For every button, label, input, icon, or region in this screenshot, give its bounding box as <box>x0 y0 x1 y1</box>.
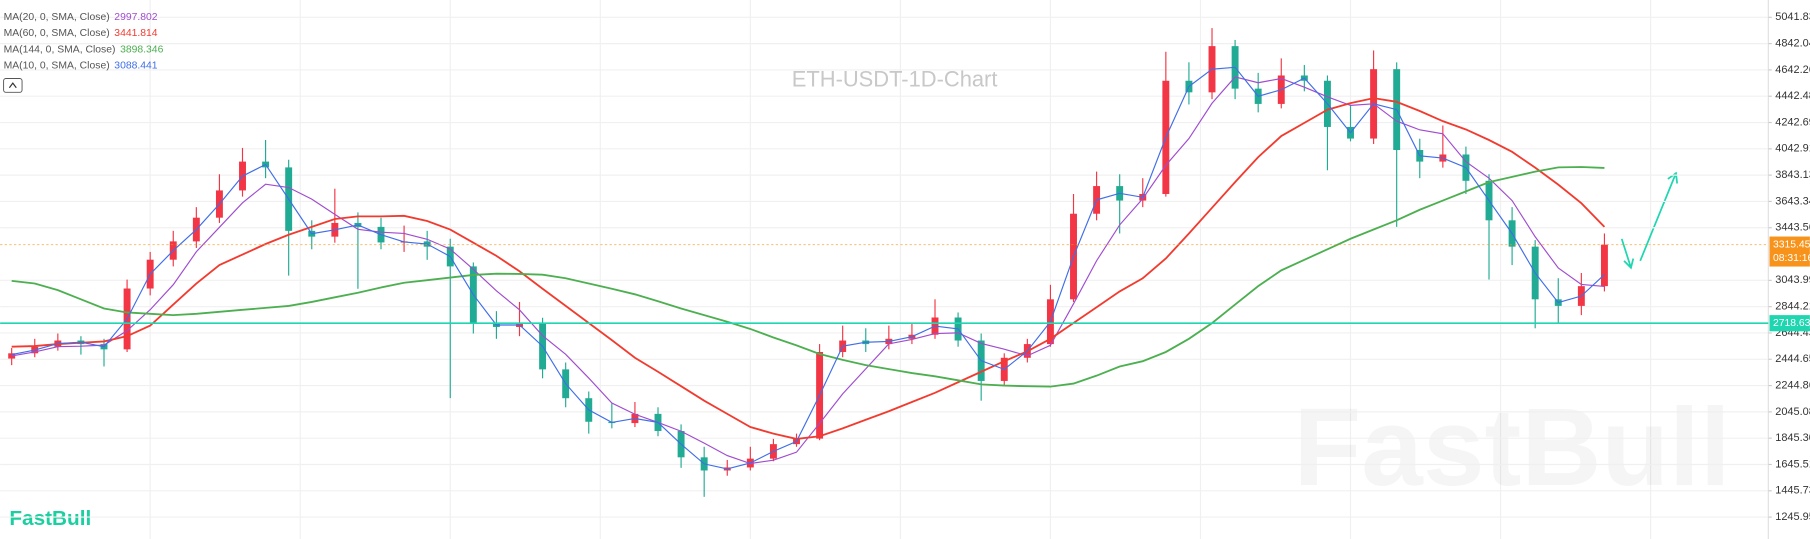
y-tick-label: 5041.83 <box>1775 11 1810 23</box>
y-tick-label: 3643.34 <box>1775 195 1810 207</box>
y-tick-label: 3043.99 <box>1775 274 1810 286</box>
brand-watermark: FastBull <box>1294 386 1731 509</box>
level-label-box <box>1769 315 1810 332</box>
level-label: 2718.63 <box>1773 318 1810 329</box>
last-price-label: 3315.45 <box>1773 239 1810 250</box>
brand-logo: FastBull <box>9 507 91 530</box>
ma-line <box>11 166 1605 388</box>
legend-value: 3441.814 <box>114 28 158 39</box>
y-tick-label: 4642.26 <box>1775 64 1810 76</box>
legend-value: 3898.346 <box>120 44 164 55</box>
candle-body <box>1600 244 1608 287</box>
ma-line <box>11 97 1606 440</box>
legend-name: MA(144, 0, SMA, Close) <box>4 44 116 55</box>
y-tick-label: 1445.73 <box>1775 485 1810 497</box>
y-tick-label: 3843.13 <box>1775 169 1810 181</box>
y-tick-label: 2045.08 <box>1775 406 1810 418</box>
legend-name: MA(60, 0, SMA, Close) <box>4 28 110 39</box>
legend-value: 3088.441 <box>114 61 158 72</box>
y-tick-label: 1845.30 <box>1775 432 1810 444</box>
annotation-arrows <box>1620 171 1679 270</box>
y-tick-label: 2844.21 <box>1775 301 1810 313</box>
y-tick-label: 4242.69 <box>1775 116 1810 128</box>
y-tick-label: 4042.91 <box>1775 143 1810 155</box>
last-price-box <box>1769 236 1810 267</box>
y-tick-label: 4842.04 <box>1775 38 1810 50</box>
legend-toggle-icon <box>8 82 17 89</box>
legend-value: 2997.802 <box>114 12 158 23</box>
legend-name: MA(10, 0, SMA, Close) <box>4 61 110 72</box>
y-tick-label: 2444.65 <box>1775 353 1810 365</box>
legend-toggle[interactable] <box>3 78 23 93</box>
y-tick-label: 3443.56 <box>1775 222 1810 234</box>
y-tick-label: 2244.86 <box>1775 379 1810 391</box>
chart-title: ETH-USDT-1D-Chart <box>792 67 998 92</box>
legend-name: MA(20, 0, SMA, Close) <box>4 12 110 23</box>
ma-line <box>11 66 1605 470</box>
countdown-label: 08:31:16 <box>1773 253 1810 264</box>
y-tick-label: 1245.95 <box>1775 511 1810 523</box>
vertical-grid <box>149 0 1652 539</box>
y-tick-label: 4442.48 <box>1775 90 1810 102</box>
y-tick-label: 1645.51 <box>1775 458 1810 470</box>
